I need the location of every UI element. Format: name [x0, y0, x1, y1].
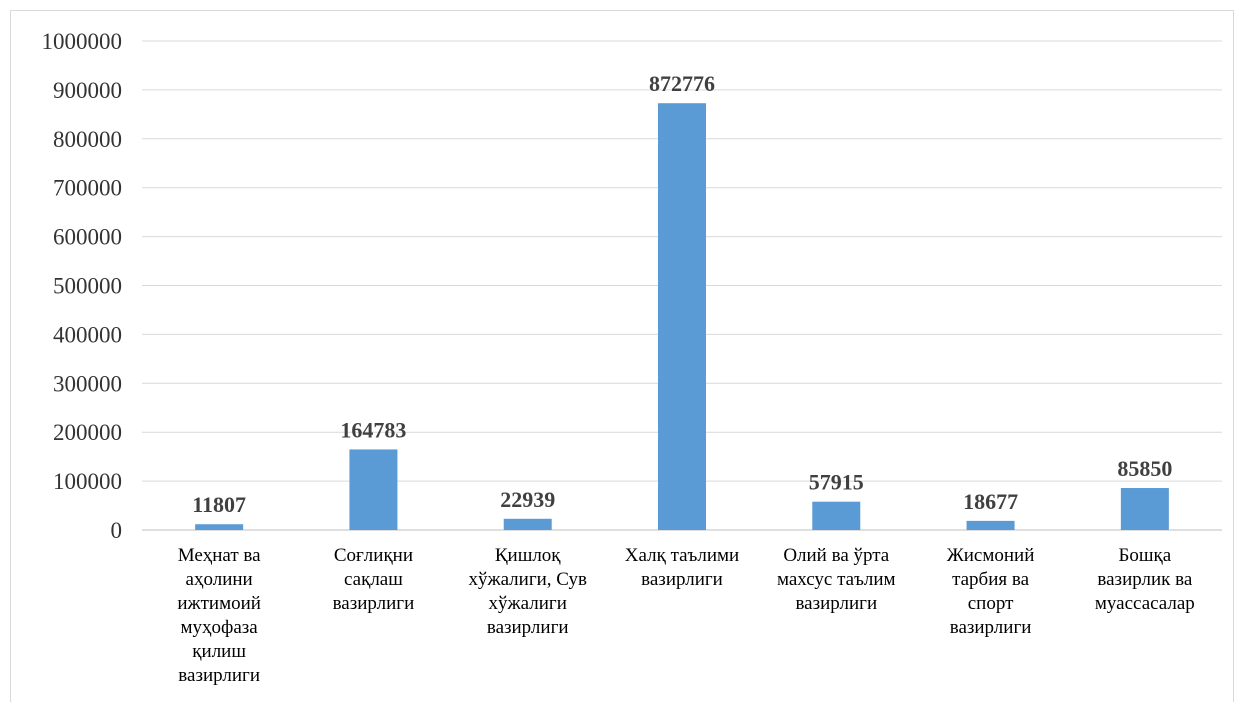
y-tick-label: 1000000: [42, 29, 123, 54]
data-label: 872776: [649, 71, 715, 96]
category-label-line: вазирлиги: [178, 665, 260, 686]
category-label: Соғлиқни сақлаш вазирлиги: [333, 545, 415, 614]
category-label-line: Бошқа: [1118, 545, 1171, 566]
category-label: Халқ таълими вазирлиги: [625, 545, 739, 590]
category-label-line: вазирлиги: [950, 617, 1032, 638]
category-label-line: вазирлиги: [795, 593, 877, 614]
category-label-line: тарбия ва: [952, 569, 1030, 590]
category-label-line: муассасалар: [1095, 593, 1195, 614]
category-label-line: вазирлик ва: [1097, 569, 1192, 590]
category-label-line: аҳолини: [186, 569, 253, 590]
data-label: 18677: [963, 489, 1018, 514]
data-label: 22939: [500, 487, 555, 512]
category-label: Жисмоний тарбия ва спорт вазирлиги: [947, 545, 1035, 638]
category-label-line: спорт: [968, 593, 1014, 614]
bar: [1120, 488, 1169, 530]
category-label-line: вазирлиги: [487, 617, 569, 638]
y-axis-ticks: 0 100000 200000 300000 400000 500000 600000 700…: [42, 29, 123, 543]
bar: [658, 103, 706, 531]
chart-frame: [10, 10, 1234, 702]
category-label-line: вазирлиги: [333, 593, 415, 614]
category-label: Қишлоқ хўжалиги, Сув хўжалиги вазирлиги: [468, 545, 587, 638]
category-label-line: сақлаш: [344, 569, 403, 590]
category-labels: Меҳнат ва аҳолини ижтимоий муҳофаза қилиш ваз…: [177, 545, 1194, 686]
bar: [503, 518, 552, 530]
data-labels: 11807 164783 22939 872776 57915 18677 85850: [192, 71, 1172, 517]
category-label-line: Меҳнат ва: [178, 545, 261, 566]
y-tick-label: 0: [111, 518, 123, 543]
category-label-line: Қишлоқ: [495, 545, 561, 566]
y-tick-label: 500000: [53, 274, 122, 299]
bar: [195, 524, 244, 530]
category-label: Меҳнат ва аҳолини ижтимоий муҳофаза қилиш ваз…: [177, 545, 261, 686]
data-label: 85850: [1117, 456, 1172, 481]
y-tick-label: 300000: [53, 371, 122, 396]
category-label-line: ижтимоий: [177, 593, 261, 614]
category-label: Олий ва ўрта махсус таълим вазирлиги: [777, 545, 896, 614]
bar: [349, 449, 398, 530]
data-label: 164783: [340, 417, 406, 442]
bar: [966, 520, 1015, 530]
category-label-line: Халқ таълими: [625, 545, 739, 566]
y-tick-label: 200000: [53, 420, 122, 445]
data-label: 11807: [192, 492, 246, 517]
y-tick-label: 700000: [53, 176, 122, 201]
y-tick-label: 600000: [53, 225, 122, 250]
category-label-line: вазирлиги: [641, 569, 723, 590]
category-label-line: хўжалиги, Сув: [468, 569, 587, 590]
y-tick-label: 400000: [53, 322, 122, 347]
category-label-line: муҳофаза: [181, 617, 259, 638]
data-label: 57915: [809, 470, 864, 495]
y-tick-label: 900000: [53, 78, 122, 103]
category-label-line: Жисмоний: [947, 545, 1035, 566]
category-label-line: қилиш: [192, 641, 246, 662]
bar: [812, 501, 861, 530]
bars: [195, 103, 1169, 531]
category-label-line: хўжалиги: [489, 593, 567, 614]
category-label-line: махсус таълим: [777, 569, 896, 590]
category-label: Бошқа вазирлик ва муассасалар: [1095, 545, 1195, 614]
category-label-line: Соғлиқни: [334, 545, 413, 566]
y-tick-label: 100000: [53, 469, 122, 494]
y-tick-label: 800000: [53, 127, 122, 152]
category-label-line: Олий ва ўрта: [783, 545, 889, 566]
